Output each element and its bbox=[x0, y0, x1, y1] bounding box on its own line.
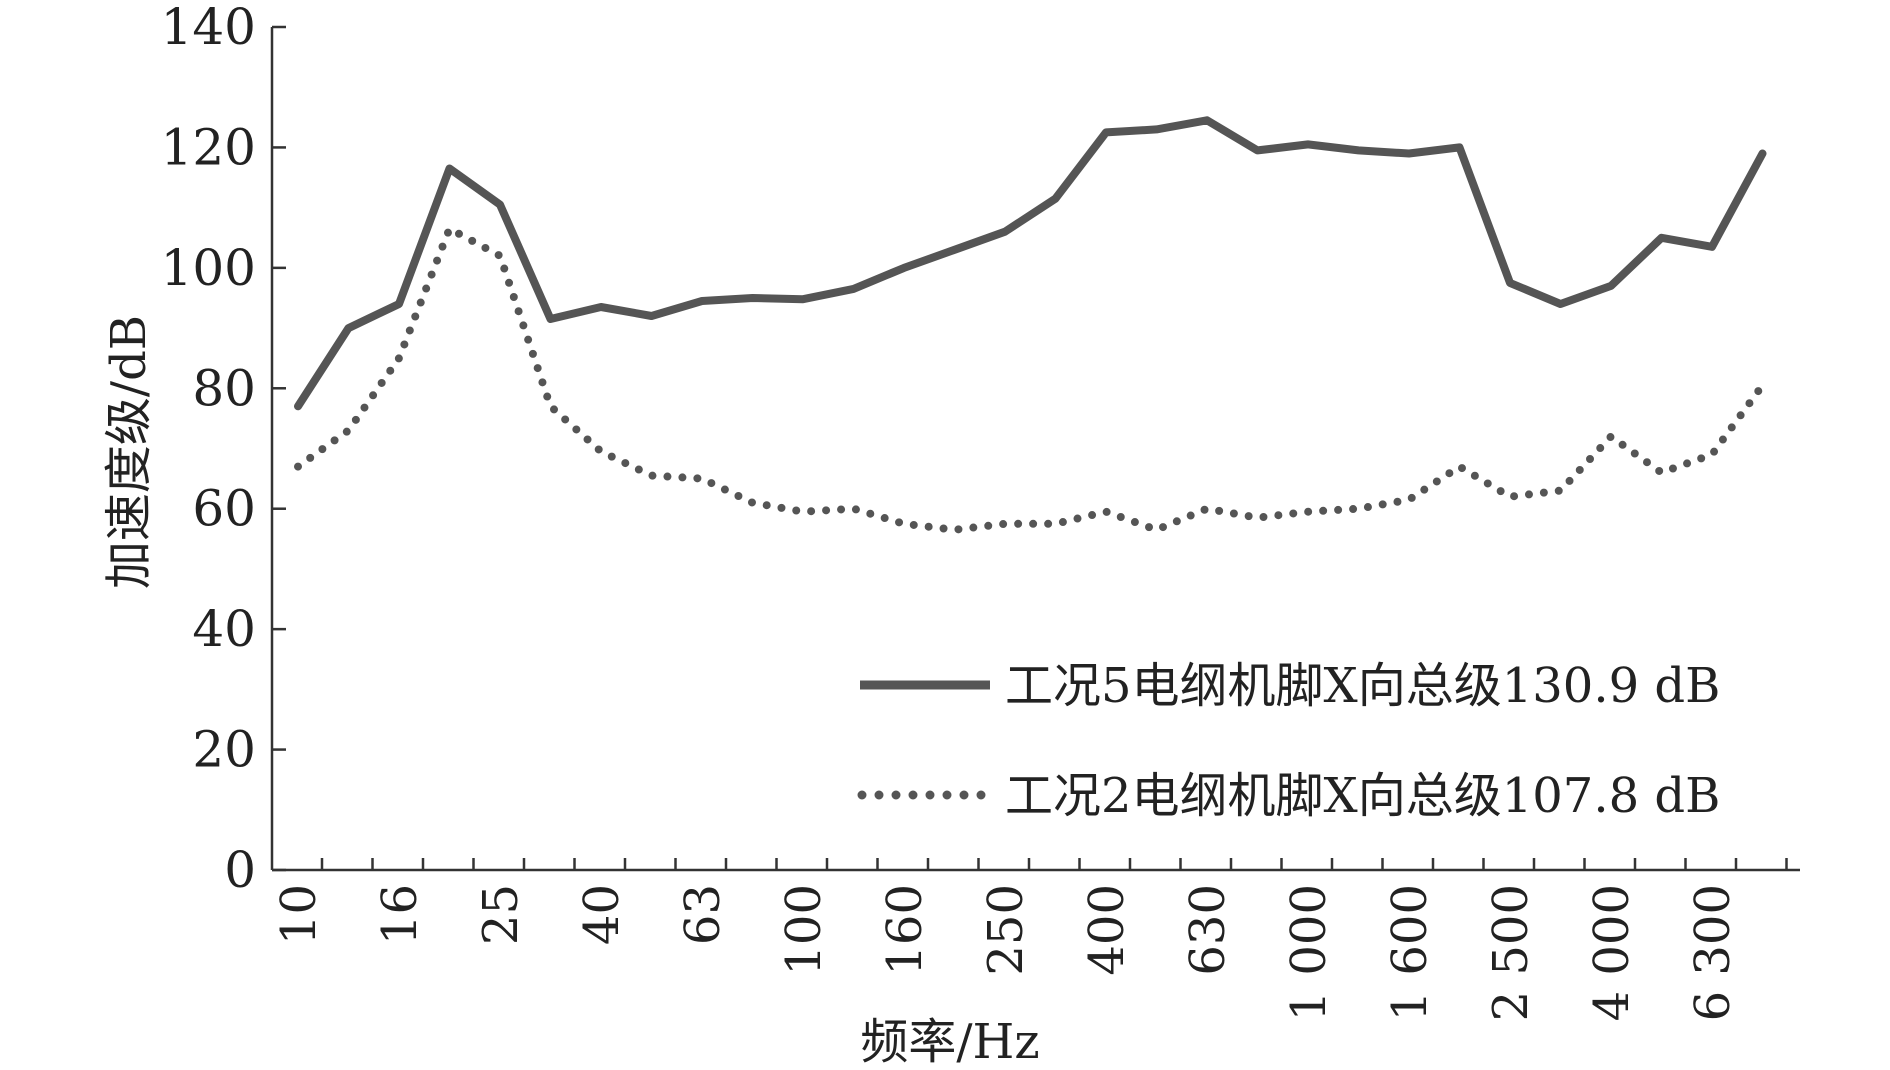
y-tick-label: 20 bbox=[192, 721, 256, 779]
x-tick-label: 100 bbox=[776, 884, 832, 976]
x-tick-label: 10 bbox=[271, 884, 327, 945]
x-tick-label: 2 500 bbox=[1483, 884, 1539, 1021]
legend-label-2: 工况2电纲机脚X向总级107.8 dB bbox=[1005, 768, 1720, 824]
y-tick-label: 40 bbox=[192, 600, 256, 658]
legend: 工况5电纲机脚X向总级130.9 dB 工况2电纲机脚X向总级107.8 dB bbox=[857, 658, 1720, 824]
y-tick-label: 120 bbox=[161, 118, 256, 176]
x-tick-labels: 10 16 25 40 63 100 160 250 400 630 1 000 1 600 2 500… bbox=[271, 884, 1741, 1021]
x-tick-label: 63 bbox=[675, 884, 731, 945]
x-tick-label: 1 000 bbox=[1281, 884, 1337, 1021]
y-axis-title: 加速度级/dB bbox=[101, 315, 157, 589]
y-tick-label: 100 bbox=[161, 239, 256, 297]
x-tick-label: 4 000 bbox=[1584, 884, 1640, 1021]
x-tick-label: 400 bbox=[1079, 884, 1135, 976]
series-line-solid bbox=[294, 116, 1767, 411]
x-tick-label: 6 300 bbox=[1685, 884, 1741, 1021]
x-tick-label: 250 bbox=[978, 884, 1034, 976]
axes bbox=[270, 25, 1800, 872]
y-tick-label: 140 bbox=[161, 0, 256, 56]
legend-label-1: 工况5电纲机脚X向总级130.9 dB bbox=[1005, 658, 1720, 714]
x-axis-title: 频率/Hz bbox=[860, 1014, 1039, 1070]
y-tick-labels: 0 20 40 60 80 100 120 140 bbox=[161, 0, 256, 899]
x-tick-label: 25 bbox=[473, 884, 529, 945]
x-tick-label: 40 bbox=[574, 884, 630, 945]
series-lines bbox=[294, 116, 1767, 534]
x-tick-label: 160 bbox=[877, 884, 933, 976]
series-line-dotted bbox=[294, 224, 1767, 534]
y-tick-label: 60 bbox=[192, 480, 256, 538]
x-tick-label: 630 bbox=[1180, 884, 1236, 976]
y-tick-label: 0 bbox=[224, 841, 256, 899]
x-tick-label: 1 600 bbox=[1382, 884, 1438, 1021]
y-tick-label: 80 bbox=[192, 359, 256, 417]
x-tick-label: 16 bbox=[372, 884, 428, 945]
